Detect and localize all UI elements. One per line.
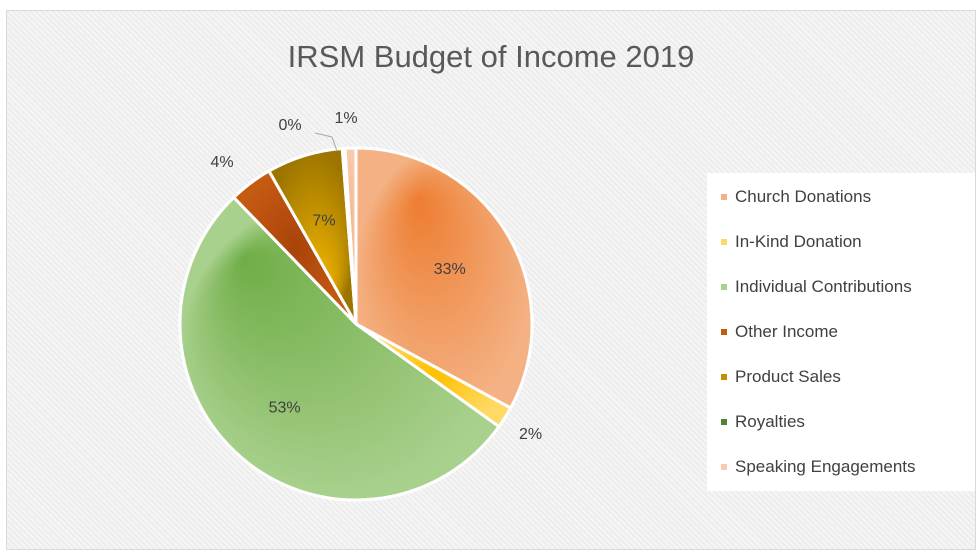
chart-area: IRSM Budget of Income 2019: [6, 10, 976, 550]
legend-swatch: [721, 374, 727, 380]
data-label-speaking-engagements: 1%: [334, 110, 357, 127]
legend-label: Royalties: [735, 412, 805, 431]
legend-item-other-income: Other Income: [721, 320, 838, 344]
data-label-church-donations: 33%: [434, 261, 466, 278]
chart-title: IRSM Budget of Income 2019: [287, 39, 695, 74]
legend-item-product-sales: Product Sales: [721, 365, 841, 389]
legend-label: In-Kind Donation: [735, 232, 862, 251]
pie-chart: 33% 2% 53% 4% 7% 0% 1%: [178, 110, 542, 502]
legend-swatch: [721, 239, 727, 245]
legend-item-speaking-engagements: Speaking Engagements: [721, 455, 916, 479]
legend-swatch: [721, 194, 727, 200]
legend-swatch: [721, 464, 727, 470]
legend-label: Individual Contributions: [735, 277, 912, 296]
leader-line: [314, 132, 338, 152]
pie-slice-church-donations: [354, 146, 534, 411]
legend-item-royalties: Royalties: [721, 410, 805, 434]
legend-label: Product Sales: [735, 367, 841, 386]
pie-slice-speaking-engagements: [343, 146, 358, 325]
legend-item-church-donations: Church Donations: [721, 185, 871, 209]
legend-swatch: [721, 329, 727, 335]
legend-swatch: [721, 284, 727, 290]
data-label-product-sales: 7%: [312, 213, 335, 230]
legend-item-in-kind-donation: In-Kind Donation: [721, 230, 862, 254]
legend-swatch: [721, 419, 727, 425]
legend-item-individual-contributions: Individual Contributions: [721, 275, 912, 299]
legend: Church Donations In-Kind Donation Individu…: [707, 173, 975, 491]
legend-label: Speaking Engagements: [735, 457, 916, 476]
data-label-royalties: 0%: [278, 117, 301, 134]
data-label-in-kind-donation: 2%: [519, 426, 542, 443]
data-label-other-income: 4%: [210, 154, 233, 171]
legend-label: Other Income: [735, 322, 838, 341]
legend-label: Church Donations: [735, 187, 872, 206]
data-label-individual-contributions: 53%: [269, 400, 301, 417]
pie-slice-individual-contributions: [178, 195, 502, 502]
